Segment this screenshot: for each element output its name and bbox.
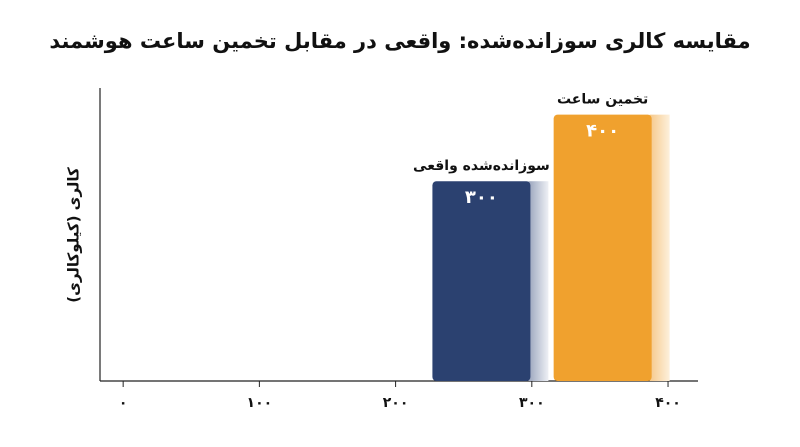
bar-shadow xyxy=(649,114,670,382)
x-tick-label: ۱۰۰ xyxy=(247,395,273,411)
x-tick-label: ۳۰۰ xyxy=(519,395,545,411)
bar xyxy=(432,181,531,381)
x-tick-label: ۰ xyxy=(119,395,128,411)
category-label: سوزانده‌شده واقعی xyxy=(413,158,550,174)
x-tick-label: ۴۰۰ xyxy=(655,395,681,411)
chart-title: مقایسه کالری سوزانده‌شده: واقعی در مقابل… xyxy=(49,29,750,53)
value-label: ۳۰۰ xyxy=(465,187,498,208)
y-axis-label: کالری (کیلوکالری) xyxy=(65,167,83,303)
bar-shadow xyxy=(528,181,549,381)
category-label: تخمین ساعت xyxy=(557,92,648,108)
value-label: ۴۰۰ xyxy=(586,121,619,142)
x-tick-label: ۲۰۰ xyxy=(383,395,409,411)
bar xyxy=(553,114,652,382)
